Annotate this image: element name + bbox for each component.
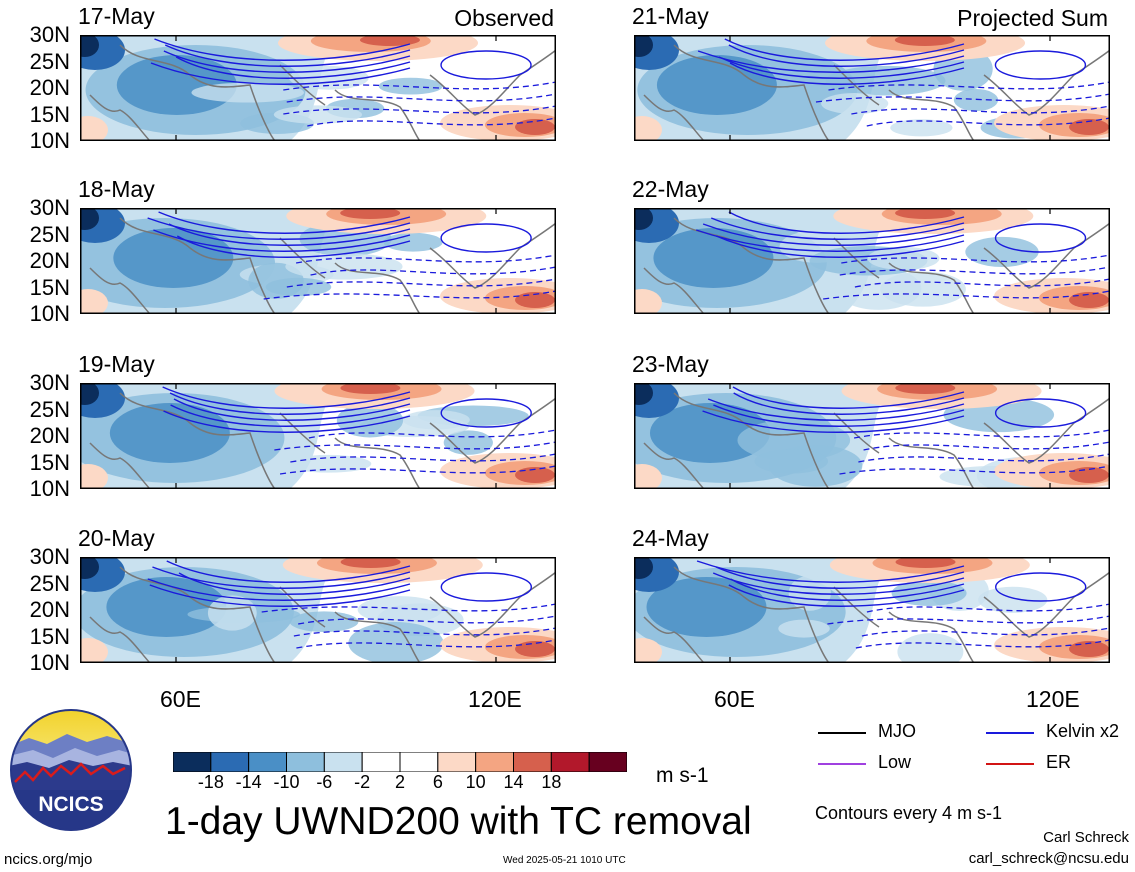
footer-timestamp: Wed 2025-05-21 1010 UTC xyxy=(503,855,626,866)
colorbar-swatch xyxy=(437,751,477,773)
colorbar-swatch xyxy=(248,751,287,773)
legend-label: Low xyxy=(878,752,912,772)
legend-line-swatch xyxy=(818,763,866,765)
panel-date-label: 18-May xyxy=(78,176,155,202)
colorbar-swatch xyxy=(172,751,212,773)
map-panel xyxy=(634,35,1110,141)
legend-line-swatch xyxy=(986,732,1034,734)
logo-text: NCICS xyxy=(38,793,103,816)
panel-tag-label: Observed xyxy=(454,5,554,31)
legend-label: ER xyxy=(1046,752,1072,772)
colorbar-tick-label: 10 xyxy=(465,772,486,792)
colorbar xyxy=(172,751,628,773)
colorbar-swatch xyxy=(286,751,325,773)
colorbar-swatch xyxy=(210,751,250,773)
legend-line-swatch xyxy=(818,732,866,734)
wind-anomaly-map xyxy=(634,208,1110,314)
colorbar-tick-label: -18 xyxy=(197,772,224,792)
legend-line-swatch xyxy=(986,763,1034,765)
longitude-label: 60E xyxy=(160,686,201,712)
colorbar-swatch xyxy=(588,751,628,773)
panel-date-label: 22-May xyxy=(632,176,709,202)
latitude-label: 25N xyxy=(29,221,70,247)
colorbar-swatch xyxy=(399,751,439,773)
wind-anomaly-map xyxy=(80,208,556,314)
panel-date-label: 23-May xyxy=(632,351,709,377)
footer-author: Carl Schreck xyxy=(1043,829,1129,846)
colorbar-tick-label: -6 xyxy=(316,772,333,792)
latitude-label: 10N xyxy=(29,128,70,153)
latitude-label: 30N xyxy=(29,195,70,220)
colorbar-tick-label: 18 xyxy=(541,772,562,792)
panel-date-label: 21-May xyxy=(632,3,709,29)
panel-date-label: 24-May xyxy=(632,525,709,551)
map-panel xyxy=(80,383,556,489)
latitude-label: 15N xyxy=(29,449,70,475)
latitude-label: 10N xyxy=(29,650,70,675)
ncics-logo: NCICS xyxy=(9,708,133,832)
figure-title: 1-day UWND200 with TC removal xyxy=(165,800,752,843)
colorbar-swatch xyxy=(550,751,590,773)
wind-anomaly-map xyxy=(634,557,1110,663)
latitude-label: 30N xyxy=(29,544,70,569)
map-panel xyxy=(80,208,556,314)
colorbar-swatch xyxy=(513,751,552,773)
latitude-label: 10N xyxy=(29,476,70,501)
latitude-label: 30N xyxy=(29,370,70,395)
legend-label: MJO xyxy=(878,721,916,741)
footer-website: ncics.org/mjo xyxy=(4,851,93,868)
map-panel xyxy=(634,557,1110,663)
legend-label: Kelvin x2 xyxy=(1046,721,1120,741)
colorbar-tick-label: 2 xyxy=(394,772,405,792)
wind-anomaly-map xyxy=(634,383,1110,489)
longitude-label: 60E xyxy=(714,686,755,712)
longitude-label: 120E xyxy=(468,686,522,712)
latitude-label: 25N xyxy=(29,48,70,74)
colorbar-swatches xyxy=(172,751,628,773)
colorbar-tick-label: -14 xyxy=(235,772,262,792)
colorbar-tick-label: -2 xyxy=(354,772,371,792)
map-panel xyxy=(80,557,556,663)
wind-anomaly-map xyxy=(80,383,556,489)
colorbar-tick-label: -10 xyxy=(273,772,300,792)
wind-anomaly-map xyxy=(634,35,1110,141)
panel-date-label: 17-May xyxy=(78,3,155,29)
latitude-label: 20N xyxy=(29,248,70,273)
colorbar-units: m s-1 xyxy=(656,764,709,787)
colorbar-swatch xyxy=(361,751,401,773)
longitude-label: 120E xyxy=(1026,686,1080,712)
latitude-label: 20N xyxy=(29,75,70,100)
latitude-label: 10N xyxy=(29,301,70,326)
panel-tag-label: Projected Sum xyxy=(957,5,1108,31)
colorbar-tick-label: 6 xyxy=(432,772,443,792)
wind-anomaly-map xyxy=(80,35,556,141)
colorbar-swatch xyxy=(323,751,363,773)
wind-anomaly-map xyxy=(80,557,556,663)
latitude-label: 30N xyxy=(29,22,70,47)
footer-email: carl_schreck@ncsu.edu xyxy=(968,850,1129,867)
panel-date-label: 20-May xyxy=(78,525,155,551)
latitude-label: 15N xyxy=(29,623,70,649)
latitude-label: 15N xyxy=(29,274,70,300)
contour-note: Contours every 4 m s-1 xyxy=(815,803,1003,823)
latitude-label: 25N xyxy=(29,396,70,422)
latitude-label: 15N xyxy=(29,101,70,127)
latitude-label: 25N xyxy=(29,570,70,596)
map-panel xyxy=(80,35,556,141)
latitude-label: 20N xyxy=(29,597,70,622)
panel-date-label: 19-May xyxy=(78,351,155,377)
latitude-label: 20N xyxy=(29,423,70,448)
colorbar-swatch xyxy=(475,751,514,773)
colorbar-tick-label: 14 xyxy=(503,772,524,792)
map-panel xyxy=(634,383,1110,489)
map-panel xyxy=(634,208,1110,314)
